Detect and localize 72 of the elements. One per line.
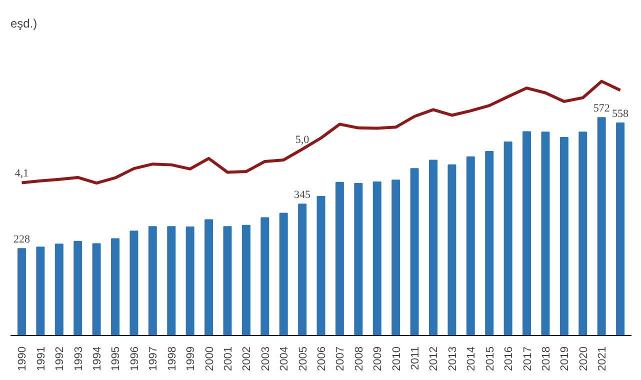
- x-tick-label: 1996: [128, 346, 141, 371]
- bar: [410, 168, 419, 336]
- bar: [186, 226, 194, 336]
- x-tick-label: 2001: [222, 346, 234, 371]
- bar: [392, 180, 400, 336]
- bar: [17, 248, 26, 336]
- x-tick-label: 1993: [72, 346, 85, 371]
- bar: [428, 160, 438, 336]
- bar: [466, 156, 475, 336]
- bar: [130, 230, 138, 336]
- x-tick-label: 2019: [559, 346, 572, 371]
- x-tick-label: 2007: [334, 346, 347, 371]
- x-tick-label: 2004: [278, 346, 291, 371]
- bar: [448, 164, 456, 336]
- x-tick-label: 1999: [185, 346, 198, 371]
- x-tick-label: 1994: [92, 346, 104, 371]
- bar: [372, 182, 382, 336]
- x-tick-label: 1997: [148, 346, 160, 371]
- data-label: 572: [593, 102, 610, 115]
- x-tick-label: 1990: [16, 346, 29, 371]
- x-tick-label: 2000: [204, 346, 216, 371]
- bar: [111, 238, 120, 336]
- bar: [36, 246, 45, 336]
- bar: [335, 182, 344, 336]
- bar: [148, 226, 157, 336]
- bar: [204, 219, 214, 336]
- x-tick-label: 2015: [484, 346, 496, 371]
- x-tick-label: 2010: [390, 346, 403, 371]
- x-tick-label: 1998: [166, 346, 178, 371]
- bar: [522, 131, 531, 336]
- text: eşd.): [10, 16, 38, 30]
- bar: [485, 151, 494, 336]
- data-label: 5,0: [295, 134, 310, 146]
- bar: [354, 183, 363, 336]
- x-tick-label: 2005: [297, 346, 310, 371]
- bar: [167, 226, 176, 336]
- x-tick-label: 2018: [540, 346, 552, 371]
- bar: [54, 244, 64, 336]
- x-tick-label: 2002: [241, 346, 254, 371]
- bar: [74, 240, 82, 336]
- bar: [223, 226, 232, 336]
- data-label: 345: [294, 189, 312, 202]
- x-tick-label: 2011: [410, 346, 422, 370]
- x-tick-label: 2013: [446, 346, 459, 371]
- bar: [616, 122, 625, 336]
- bar: [260, 217, 270, 336]
- x-tick-label: 2021: [596, 346, 609, 371]
- bar: [541, 132, 550, 336]
- bar: [298, 204, 307, 336]
- x-tick-label: 2008: [353, 346, 366, 371]
- bar: [560, 136, 568, 336]
- x-tick-label: 1995: [110, 346, 122, 371]
- bar: [242, 224, 250, 336]
- data-label: 4,1: [14, 168, 29, 180]
- bar: [316, 196, 326, 336]
- x-tick-label: 2006: [316, 346, 328, 371]
- x-tick-label: 2003: [260, 346, 272, 371]
- x-tick-label: 2016: [503, 346, 516, 371]
- x-tick-label: 2012: [428, 346, 440, 371]
- x-tick-label: 1991: [35, 346, 48, 371]
- x-tick-label: 2009: [372, 346, 384, 371]
- bar: [597, 117, 606, 336]
- bar: [279, 212, 288, 336]
- data-label: 558: [612, 108, 630, 120]
- x-tick-label: 2017: [522, 346, 534, 371]
- x-tick-label: 2014: [466, 346, 478, 371]
- x-tick-label: 2020: [578, 346, 590, 371]
- data-label: 228: [13, 234, 30, 246]
- bar: [504, 142, 512, 336]
- bar: [578, 132, 588, 336]
- x-tick-label: 1992: [54, 346, 66, 371]
- bar: [92, 243, 101, 336]
